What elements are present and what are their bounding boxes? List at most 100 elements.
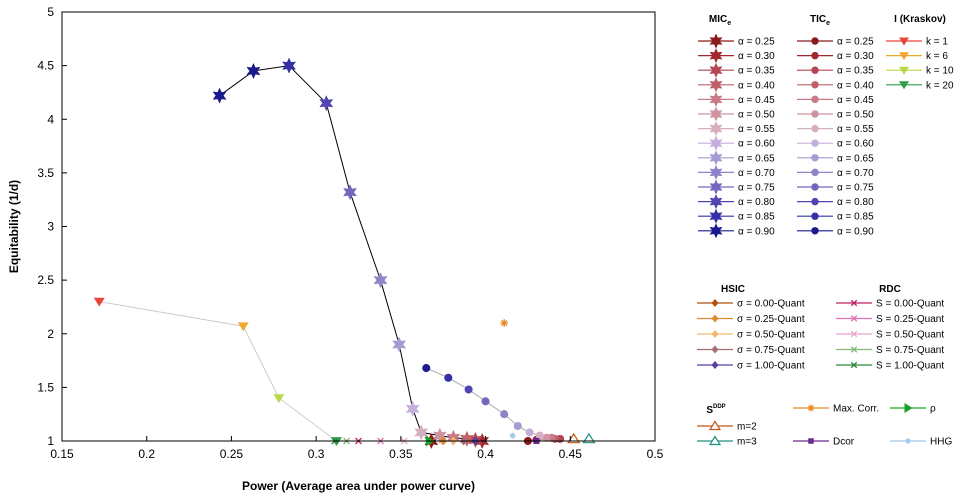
y-axis-label: Equitability (1/d) (7, 180, 21, 273)
data-point (542, 433, 551, 442)
legend-item-tic: α = 0.75 (797, 183, 874, 194)
svg-text:α = 0.30: α = 0.30 (738, 51, 775, 62)
legend-item-maxcorr: Max. Corr. (793, 404, 879, 415)
svg-text:σ = 1.00-Quant: σ = 1.00-Quant (737, 361, 805, 372)
legend-item-hhg: HHG (890, 437, 952, 448)
data-point (405, 400, 420, 417)
svg-text:α = 0.40: α = 0.40 (837, 80, 874, 91)
legend-title-sddp: SDDP (706, 404, 725, 416)
x-tick-label: 0.35 (389, 447, 413, 461)
data-point (459, 430, 474, 447)
series-line (219, 65, 483, 442)
legend-item-kraskov: k = 10 (886, 66, 954, 77)
legend-item-mic: α = 0.30 (698, 47, 775, 64)
legend-item-tic: α = 0.40 (797, 80, 874, 91)
legend-item-rdc: S = 0.75-Quant (836, 345, 944, 356)
svg-text:α = 0.45: α = 0.45 (837, 95, 874, 106)
y-tick-label: 4 (47, 112, 54, 126)
svg-text:α = 0.85: α = 0.85 (837, 212, 874, 223)
legend-item-rdc: S = 0.50-Quant (836, 330, 944, 341)
data-point (464, 385, 473, 394)
legend-item-tic: α = 0.60 (797, 139, 874, 150)
y-tick-label: 3.5 (37, 166, 54, 180)
legend-item-hsic: σ = 1.00-Quant (697, 361, 805, 372)
data-point (500, 319, 509, 327)
y-tick-label: 3 (47, 220, 54, 234)
svg-text:σ = 0.00-Quant: σ = 0.00-Quant (737, 299, 805, 310)
svg-text:Dcor: Dcor (833, 437, 855, 448)
svg-text:σ = 0.25-Quant: σ = 0.25-Quant (737, 314, 805, 325)
x-tick-label: 0.3 (308, 447, 325, 461)
legend-item-mic: α = 0.35 (698, 62, 775, 78)
svg-text:α = 0.40: α = 0.40 (738, 80, 775, 91)
legend-item-tic: α = 0.45 (797, 95, 874, 106)
svg-text:α = 0.50: α = 0.50 (738, 110, 775, 121)
data-point (212, 87, 227, 104)
data-point (500, 410, 509, 419)
y-tick-label: 2.5 (37, 273, 54, 287)
legend-item-mic: α = 0.85 (698, 208, 775, 224)
data-point (319, 95, 334, 112)
x-tick-label: 0.45 (559, 447, 583, 461)
data-point (513, 421, 522, 431)
svg-text:α = 0.70: α = 0.70 (837, 168, 874, 179)
legend-item-tic: α = 0.90 (797, 226, 874, 237)
data-point (282, 57, 297, 74)
svg-text:α = 0.80: α = 0.80 (738, 197, 775, 208)
legend-item-tic: α = 0.35 (797, 66, 874, 77)
svg-text:α = 0.30: α = 0.30 (837, 51, 874, 62)
svg-text:α = 0.25: α = 0.25 (738, 37, 775, 48)
svg-text:α = 0.65: α = 0.65 (738, 153, 775, 164)
svg-text:α = 0.55: α = 0.55 (738, 124, 775, 135)
legend-item-tic: α = 0.30 (797, 51, 874, 62)
y-tick-label: 1 (47, 434, 54, 448)
legend-title-kraskov: I (Kraskov) (894, 14, 946, 25)
legend-item-rho: ρ (890, 403, 936, 415)
svg-text:α = 0.60: α = 0.60 (738, 139, 775, 150)
svg-text:α = 0.25: α = 0.25 (837, 37, 874, 48)
data-point (392, 336, 407, 353)
legend-item-hsic: σ = 0.25-Quant (697, 314, 805, 325)
legend-title-rdc: RDC (879, 284, 901, 295)
data-point (481, 397, 490, 406)
legend-item-mic: α = 0.75 (698, 179, 775, 195)
x-axis-label: Power (Average area under power curve) (242, 479, 475, 493)
svg-text:S = 0.25-Quant: S = 0.25-Quant (876, 314, 944, 325)
x-tick-label: 0.15 (50, 447, 74, 461)
svg-text:α = 0.35: α = 0.35 (738, 66, 775, 77)
svg-text:S = 0.75-Quant: S = 0.75-Quant (876, 345, 944, 356)
legend-item-kraskov: k = 6 (886, 51, 948, 62)
svg-text:k = 20: k = 20 (926, 80, 954, 91)
svg-text:ρ: ρ (930, 404, 936, 415)
data-point (237, 322, 249, 332)
legend-item-rdc: S = 1.00-Quant (836, 361, 944, 372)
legend-title-hsic: HSIC (721, 284, 745, 295)
legend-item-hsic: σ = 0.00-Quant (697, 299, 805, 310)
svg-text:α = 0.75: α = 0.75 (738, 183, 775, 194)
data-point (509, 432, 516, 439)
y-tick-label: 2 (47, 327, 54, 341)
legend-item-tic: α = 0.80 (797, 197, 874, 208)
svg-text:S = 0.50-Quant: S = 0.50-Quant (876, 330, 944, 341)
axes-frame (61, 11, 656, 442)
svg-text:HHG: HHG (930, 437, 952, 448)
legend-item-mic: α = 0.40 (698, 77, 775, 93)
svg-text:α = 0.75: α = 0.75 (837, 183, 874, 194)
legend-item-kraskov: k = 1 (886, 37, 948, 48)
data-point (444, 373, 453, 382)
svg-text:α = 0.55: α = 0.55 (837, 124, 874, 135)
data-point (373, 272, 388, 289)
svg-text:α = 0.45: α = 0.45 (738, 95, 775, 106)
data-point (422, 364, 431, 373)
legend-item-dcor: Dcor (793, 437, 855, 448)
svg-text:S = 0.00-Quant: S = 0.00-Quant (876, 299, 944, 310)
x-tick-label: 0.25 (220, 447, 244, 461)
series-line (99, 301, 337, 442)
data-point (432, 427, 447, 444)
svg-text:α = 0.65: α = 0.65 (837, 153, 874, 164)
legend-title-mic: MICe (709, 14, 731, 27)
x-tick-label: 0.4 (477, 447, 494, 461)
svg-text:k = 6: k = 6 (926, 51, 948, 62)
svg-text:m=2: m=2 (737, 422, 757, 433)
